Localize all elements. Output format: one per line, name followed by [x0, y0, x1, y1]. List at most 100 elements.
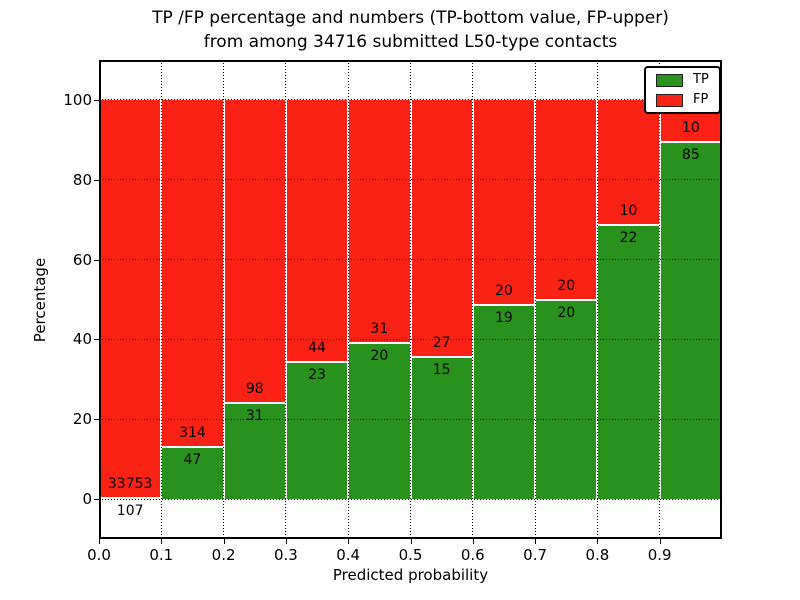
- bar-boundary-line: [597, 223, 660, 226]
- y-tick-20: [94, 419, 99, 421]
- grid-vline-0.6: [472, 60, 474, 539]
- grid-vline-0.8: [596, 60, 598, 539]
- bar-count-tp-4: 20: [370, 347, 389, 364]
- bar-count-fp-9: 10: [681, 119, 700, 136]
- bar-count-tp-3: 23: [308, 367, 326, 384]
- y-tick-label-60: 60: [72, 250, 92, 269]
- bar-boundary-line: [535, 298, 598, 301]
- x-tick-label-0.4: 0.4: [336, 546, 361, 564]
- x-tick-0.9: [659, 539, 661, 544]
- bar-segment-fp-2: [223, 99, 286, 404]
- bar-segment-tp-3: [285, 362, 349, 500]
- bar-count-fp-7: 20: [557, 277, 576, 294]
- bar-segment-tp-5: [410, 356, 473, 500]
- legend-entry-fp: FP: [656, 93, 709, 107]
- bar-count-tp-0: 107: [116, 502, 144, 519]
- bar-count-fp-8: 10: [619, 202, 638, 219]
- legend-label-fp: FP: [693, 92, 709, 107]
- bar-segment-tp-9: [659, 141, 722, 500]
- y-tick-label-20: 20: [72, 410, 92, 429]
- grid-vline-0.3: [285, 60, 287, 539]
- bar-count-fp-3: 44: [308, 340, 326, 357]
- grid-vline-0.9: [659, 60, 661, 539]
- x-tick-0.5: [410, 539, 412, 544]
- x-tick-label-0.7: 0.7: [523, 546, 548, 564]
- x-tick-0.6: [472, 539, 474, 544]
- x-tick-0.8: [597, 539, 599, 544]
- x-tick-label-0.2: 0.2: [211, 546, 236, 564]
- bar-count-tp-6: 19: [495, 309, 513, 326]
- y-tick-label-0: 0: [82, 490, 92, 509]
- bar-segment-tp-4: [348, 342, 411, 500]
- y-tick-40: [94, 339, 99, 341]
- legend-swatch-tp: [656, 73, 683, 87]
- bar-segment-fp-1: [161, 99, 224, 448]
- grid-vline-0.1: [160, 60, 162, 539]
- grid-hline-0: [99, 498, 722, 500]
- bar-count-tp-9: 85: [681, 146, 700, 163]
- bar-segment-fp-5: [410, 99, 473, 357]
- bar-segment-tp-7: [535, 299, 598, 500]
- bar-boundary-line: [472, 303, 536, 306]
- bar-segment-fp-0: [99, 99, 162, 498]
- bar-count-tp-7: 20: [557, 304, 576, 321]
- bar-count-fp-5: 27: [432, 334, 451, 351]
- x-tick-label-0.1: 0.1: [149, 546, 174, 564]
- bar-count-fp-1: 314: [179, 425, 206, 442]
- plot-area: 33753 107 314 47 98 31 44 23 31 20 27 15 20 19 20 20 10 2…: [63, 60, 722, 564]
- bar-segment-tp-6: [472, 304, 536, 500]
- grid-vline-0.2: [223, 60, 225, 539]
- grid-hline-100: [99, 99, 722, 101]
- bar-count-tp-5: 15: [432, 361, 451, 378]
- bar-segment-fp-8: [597, 99, 660, 225]
- x-tick-label-0.9: 0.9: [647, 546, 672, 564]
- bar-count-tp-8: 22: [619, 229, 638, 246]
- x-tick-label-0.0: 0.0: [87, 546, 111, 564]
- y-tick-60: [94, 259, 99, 261]
- y-tick-100: [94, 99, 99, 101]
- grid-hline-40: [99, 338, 722, 340]
- grid-hline-60: [99, 259, 722, 261]
- bar-boundary-line: [410, 355, 473, 358]
- bar-count-tp-2: 31: [245, 408, 264, 425]
- legend: TP FP: [644, 66, 721, 114]
- bar-segment-fp-6: [472, 99, 536, 305]
- y-tick-0: [94, 499, 99, 501]
- chart-title-line2: from among 34716 submitted L50-type cont…: [203, 32, 618, 52]
- y-tick-label-40: 40: [72, 330, 92, 349]
- legend-entry-tp: TP: [656, 73, 709, 87]
- bar-count-tp-1: 47: [183, 452, 202, 469]
- x-tick-label-0.3: 0.3: [273, 546, 298, 564]
- bar-boundary-line: [161, 446, 224, 449]
- bar-segment-tp-8: [597, 224, 660, 500]
- bar-boundary-line: [659, 140, 722, 143]
- x-tick-label-0.5: 0.5: [398, 546, 423, 564]
- bar-boundary-line: [285, 361, 349, 364]
- bar-count-fp-6: 20: [495, 282, 513, 299]
- bar-boundary-line: [99, 496, 162, 499]
- x-tick-0.1: [161, 539, 163, 544]
- x-tick-0.3: [285, 539, 287, 544]
- legend-label-tp: TP: [693, 72, 709, 87]
- y-tick-label-100: 100: [63, 90, 92, 109]
- grid-vline-0.7: [534, 60, 536, 539]
- x-tick-label-0.8: 0.8: [585, 546, 610, 564]
- x-axis-label: Predicted probability: [332, 566, 489, 584]
- bar-segment-fp-3: [285, 99, 349, 363]
- x-tick-0.0: [99, 539, 100, 544]
- grid-hline-80: [99, 179, 722, 181]
- grid-vline-0.4: [347, 60, 349, 539]
- bar-count-fp-2: 98: [245, 381, 264, 398]
- bar-boundary-line: [223, 402, 286, 405]
- grid-hline-20: [99, 418, 722, 420]
- x-tick-0.4: [348, 539, 350, 544]
- chart-title: TP /FP percentage and numbers (TP-bottom…: [99, 6, 722, 54]
- x-tick-label-0.6: 0.6: [460, 546, 485, 564]
- y-tick-80: [94, 179, 99, 181]
- x-tick-0.2: [223, 539, 225, 544]
- bar-boundary-line: [348, 341, 411, 344]
- y-tick-label-80: 80: [72, 170, 92, 189]
- legend-swatch-fp: [656, 93, 683, 107]
- bar-count-fp-4: 31: [370, 320, 389, 337]
